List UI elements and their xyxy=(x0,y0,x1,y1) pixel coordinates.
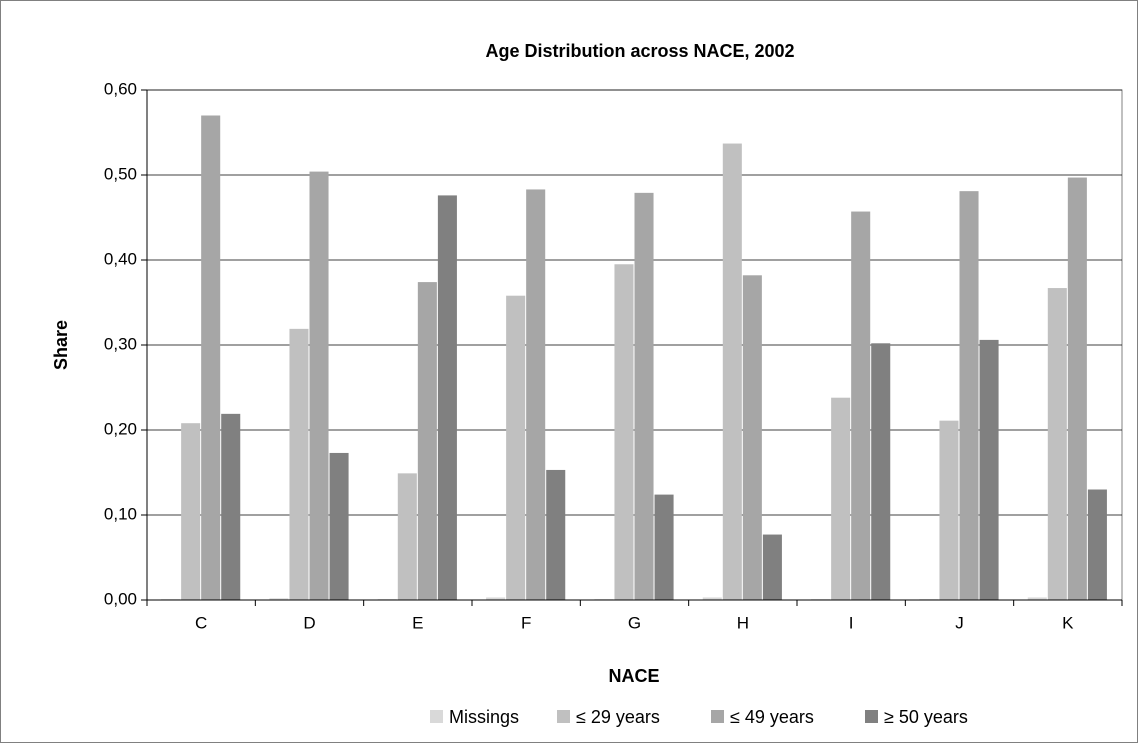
x-tick-label: H xyxy=(737,613,749,632)
legend-swatch xyxy=(430,710,443,723)
bar xyxy=(201,115,221,600)
y-tick-label: 0,60 xyxy=(104,79,137,98)
x-tick-label: K xyxy=(1062,613,1074,632)
bar xyxy=(417,282,437,600)
bar xyxy=(1027,597,1047,600)
x-tick-label: D xyxy=(303,613,315,632)
bar xyxy=(526,189,546,600)
chart-title: Age Distribution across NACE, 2002 xyxy=(485,41,794,61)
bar xyxy=(546,469,566,600)
bar xyxy=(831,397,851,600)
x-axis-title: NACE xyxy=(608,666,659,686)
legend-swatch xyxy=(865,710,878,723)
y-tick-label: 0,20 xyxy=(104,419,137,438)
bar xyxy=(722,143,742,601)
bar xyxy=(486,597,506,600)
x-tick-label: C xyxy=(195,613,207,632)
y-tick-label: 0,40 xyxy=(104,249,137,268)
x-tick-label: G xyxy=(628,613,641,632)
y-axis-title: Share xyxy=(51,320,71,370)
bar xyxy=(614,264,634,600)
bar xyxy=(506,295,526,600)
bar xyxy=(702,597,722,600)
bar xyxy=(1067,177,1087,601)
legend-swatch xyxy=(711,710,724,723)
y-tick-label: 0,50 xyxy=(104,164,137,183)
y-tick-label: 0,30 xyxy=(104,334,137,353)
bar xyxy=(959,191,979,600)
x-tick-label: F xyxy=(521,613,531,632)
legend-label: ≤ 29 years xyxy=(576,707,660,727)
bar xyxy=(221,413,241,600)
bar xyxy=(871,343,891,600)
bar xyxy=(1047,288,1067,600)
bar xyxy=(634,192,654,600)
bar xyxy=(437,195,457,600)
bar xyxy=(979,339,999,600)
bar xyxy=(269,598,289,600)
bar xyxy=(397,473,417,600)
x-tick-label: E xyxy=(412,613,423,632)
bar xyxy=(762,534,782,600)
bar xyxy=(851,211,871,601)
bar xyxy=(742,275,762,600)
legend-label: ≤ 49 years xyxy=(730,707,814,727)
x-tick-label: I xyxy=(849,613,854,632)
bar xyxy=(329,452,349,600)
x-tick-label: J xyxy=(955,613,964,632)
legend-swatch xyxy=(557,710,570,723)
legend-label: ≥ 50 years xyxy=(884,707,968,727)
bar xyxy=(1087,489,1107,600)
y-tick-label: 0,00 xyxy=(104,589,137,608)
bar xyxy=(939,420,959,600)
y-tick-label: 0,10 xyxy=(104,504,137,523)
legend-label: Missings xyxy=(449,707,519,727)
bar xyxy=(654,494,674,600)
bar xyxy=(289,328,309,600)
bar xyxy=(181,423,201,600)
bar xyxy=(309,171,329,600)
